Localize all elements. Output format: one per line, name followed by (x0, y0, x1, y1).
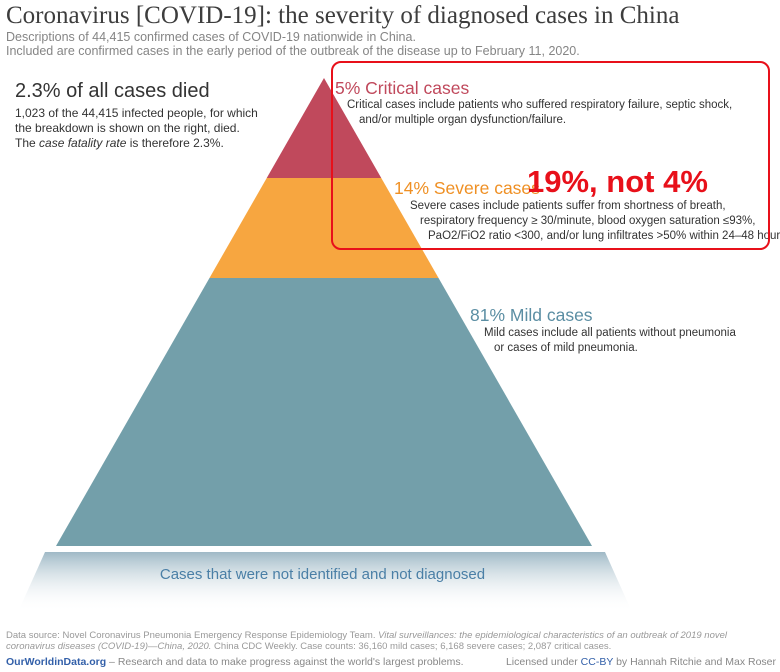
data-source: Data source: Novel Coronavirus Pneumonia… (6, 630, 727, 652)
deaths-line-1: 1,023 of the 44,415 infected people, for… (15, 106, 258, 120)
footer-license: Licensed under CC-BY by Hannah Ritchie a… (505, 656, 776, 668)
pyramid-base-undiagnosed (18, 552, 632, 612)
chart-title: Coronavirus [COVID-19]: the severity of … (6, 2, 680, 29)
case-fatality-rate-term: case fatality rate (39, 136, 127, 150)
subtitle-line-1: Descriptions of 44,415 confirmed cases o… (6, 30, 416, 44)
annotation-box (331, 61, 770, 250)
deaths-block: 2.3% of all cases died 1,023 of the 44,4… (15, 80, 258, 151)
deaths-line-2: the breakdown is shown on the right, die… (15, 121, 240, 135)
mild-label: 81% Mild cases (470, 305, 593, 325)
deaths-line-3: The case fatality rate is therefore 2.3%… (15, 136, 224, 150)
undiagnosed-label: Cases that were not identified and not d… (159, 566, 486, 583)
pyramid-segment-critical (266, 78, 382, 178)
severe-description: Severe cases include patients suffer fro… (410, 200, 780, 242)
footer: OurWorldinData.org – Research and data t… (6, 656, 776, 668)
annotation-text: 19%, not 4% (527, 164, 708, 199)
deaths-description: 1,023 of the 44,415 infected people, for… (15, 106, 258, 151)
pyramid-segment-mild (56, 278, 592, 546)
license-link[interactable]: CC-BY (580, 656, 614, 668)
subtitle-line-2: Included are confirmed cases in the earl… (6, 44, 580, 58)
owid-link[interactable]: OurWorldinData.org (6, 656, 107, 668)
chart-subtitle: Descriptions of 44,415 confirmed cases o… (6, 30, 580, 58)
deaths-headline: 2.3% of all cases died (15, 80, 210, 102)
footer-credit: OurWorldinData.org – Research and data t… (6, 656, 464, 668)
critical-label: 5% Critical cases (335, 78, 470, 98)
pyramid-segment-severe (209, 178, 439, 278)
critical-description: Critical cases include patients who suff… (347, 99, 733, 126)
source-title: Vital surveillances: the epidemiological… (6, 630, 727, 652)
mild-description: Mild cases include all patients without … (484, 327, 736, 354)
severe-label: 14% Severe cases (394, 178, 540, 198)
